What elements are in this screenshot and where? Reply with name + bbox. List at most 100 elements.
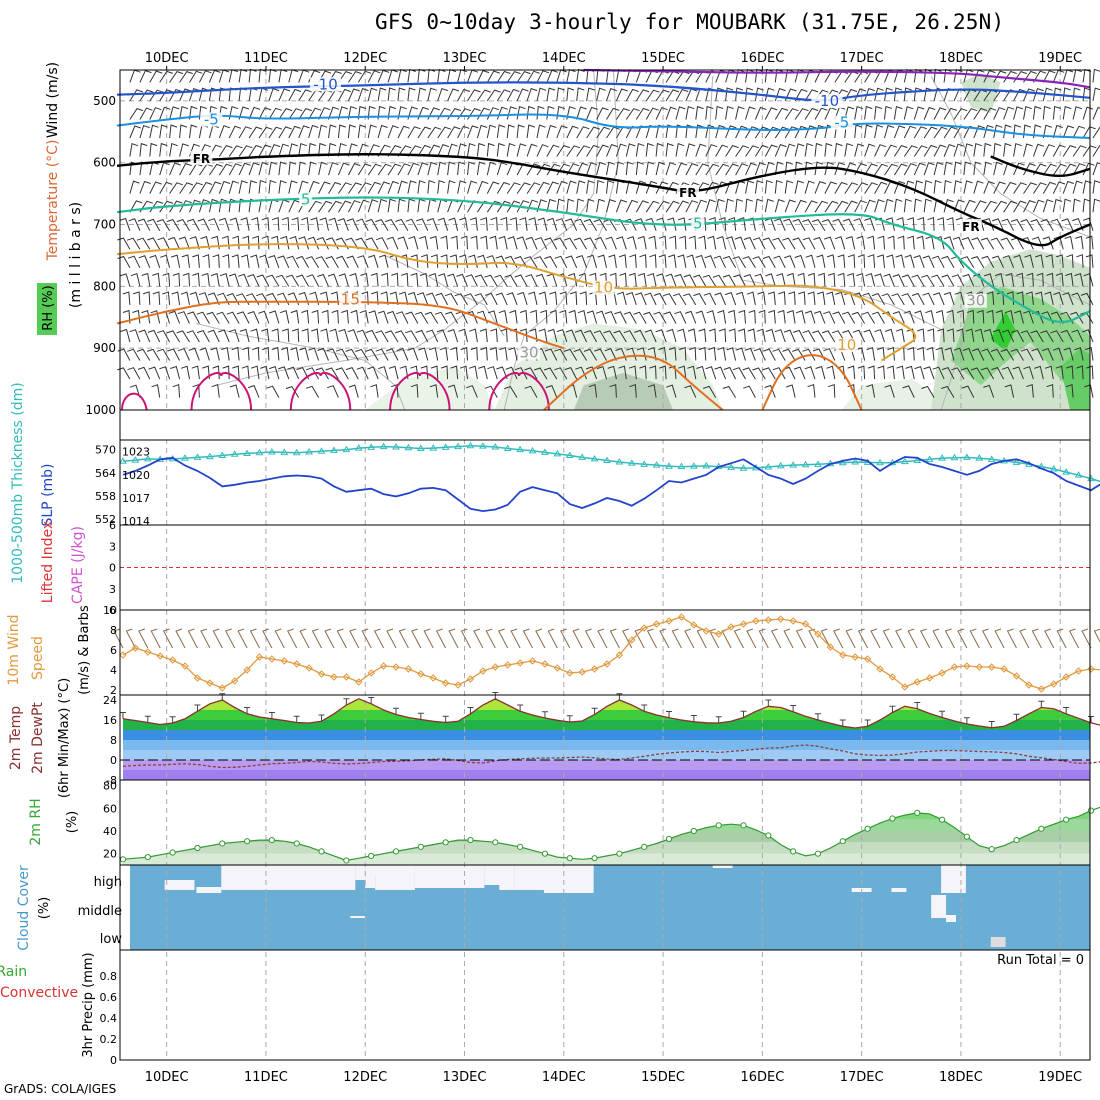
thickness-point [416, 444, 425, 451]
wind-barb [337, 182, 352, 194]
wind-barb [1032, 182, 1047, 194]
wind-barb [933, 292, 945, 306]
wind-barb [635, 200, 649, 213]
wind-barb [569, 291, 578, 305]
wind-barb [933, 68, 942, 83]
wind-barb [616, 236, 627, 250]
wind-barb [1092, 180, 1100, 194]
wind-barb [804, 310, 816, 324]
wind-barb [278, 366, 290, 380]
wind10-barb [733, 628, 744, 649]
wind-barb [722, 274, 737, 287]
wind-barb [745, 198, 753, 213]
rh2m-point [963, 833, 970, 840]
wind-barb [564, 366, 578, 380]
wind-barb [459, 217, 468, 231]
wind-barb [568, 309, 578, 324]
wind-barb [410, 254, 419, 268]
wind-barb [754, 198, 764, 213]
wind-barb [554, 367, 568, 380]
temp2m-tick-24: 24 [103, 694, 117, 707]
contour-label-0: -10 [313, 75, 338, 93]
wind10-barb [535, 628, 546, 649]
wind10-point [503, 661, 512, 669]
thickness-point [615, 458, 624, 465]
wind-barb [536, 70, 550, 83]
wind-barb [644, 329, 657, 343]
rh2m-point [268, 836, 276, 844]
wind-barb [141, 309, 151, 324]
wind-barb [1071, 329, 1084, 343]
wind-barb [765, 273, 776, 287]
wind-barb [506, 182, 521, 194]
wind-barb [464, 293, 478, 306]
wind-barb [212, 365, 220, 380]
li-tick-4: 6 [109, 604, 116, 617]
thickness-line [122, 445, 1100, 483]
wind-barb [584, 237, 598, 250]
wind-barb [705, 366, 717, 380]
wind-barb [320, 328, 329, 343]
thickness-point [354, 444, 363, 451]
temp-contour-FR [116, 153, 1091, 247]
wind-barb [596, 161, 606, 176]
wind-barb [119, 273, 131, 287]
wind-barb [484, 274, 498, 287]
cloud-clear-8 [543, 865, 594, 893]
wind-barb [864, 199, 876, 213]
temp-band-6 [123, 710, 1090, 720]
wind-barb [546, 105, 555, 120]
wind-barb [1021, 237, 1034, 250]
wind10-tick-8: 8 [110, 624, 117, 637]
wind10-barb [249, 628, 260, 649]
wind-barb [903, 145, 918, 157]
wind-barb [1032, 199, 1045, 213]
wind-barb [250, 254, 260, 268]
wind-barb [874, 181, 888, 194]
wind-barb [645, 142, 654, 157]
wind10-barb [497, 628, 509, 649]
wind-barb [129, 108, 144, 120]
wind-barb [407, 198, 416, 213]
wind-barb [486, 255, 498, 268]
wind-barb [357, 143, 369, 157]
wind10-barb [845, 628, 856, 649]
wind-barb [328, 217, 339, 231]
wind-barb [318, 200, 333, 213]
wind10-point [925, 674, 934, 682]
wind-barb [695, 163, 709, 176]
wind-barb [586, 106, 598, 120]
wind-barb [506, 71, 521, 83]
wind-barb [169, 106, 180, 120]
wind-barb [474, 293, 488, 306]
wind-barb [983, 180, 995, 194]
wind-barb [1001, 329, 1015, 343]
thickness-point [268, 448, 276, 455]
wind-barb [638, 272, 647, 287]
temp-contour-FR2 [990, 155, 1091, 178]
wind-barb [1050, 330, 1064, 343]
wind10-point [417, 670, 425, 678]
slp-tick-1020: 1020 [122, 469, 150, 482]
wind-barb [117, 255, 131, 269]
cloud-clear-9 [265, 865, 296, 872]
wind-barb [980, 367, 995, 380]
wind-barb [288, 199, 301, 213]
thickness-point [950, 453, 959, 461]
wind-barb [824, 142, 833, 157]
wind-barb [544, 237, 558, 250]
wind-barb [1085, 254, 1094, 268]
wind-barb [480, 235, 488, 250]
wind-barb [705, 144, 718, 157]
wind10-point [255, 653, 264, 661]
wind-barb [993, 107, 1006, 120]
cloud-clear-15 [931, 895, 947, 918]
wind-barb [269, 365, 280, 380]
wind-barb [824, 200, 839, 213]
wind-barb [426, 292, 439, 306]
wind-barb [537, 217, 548, 231]
wind-barb [486, 89, 501, 102]
temp2m-line [122, 698, 1100, 729]
wind-barb [407, 106, 418, 120]
wind-barb [385, 330, 399, 343]
